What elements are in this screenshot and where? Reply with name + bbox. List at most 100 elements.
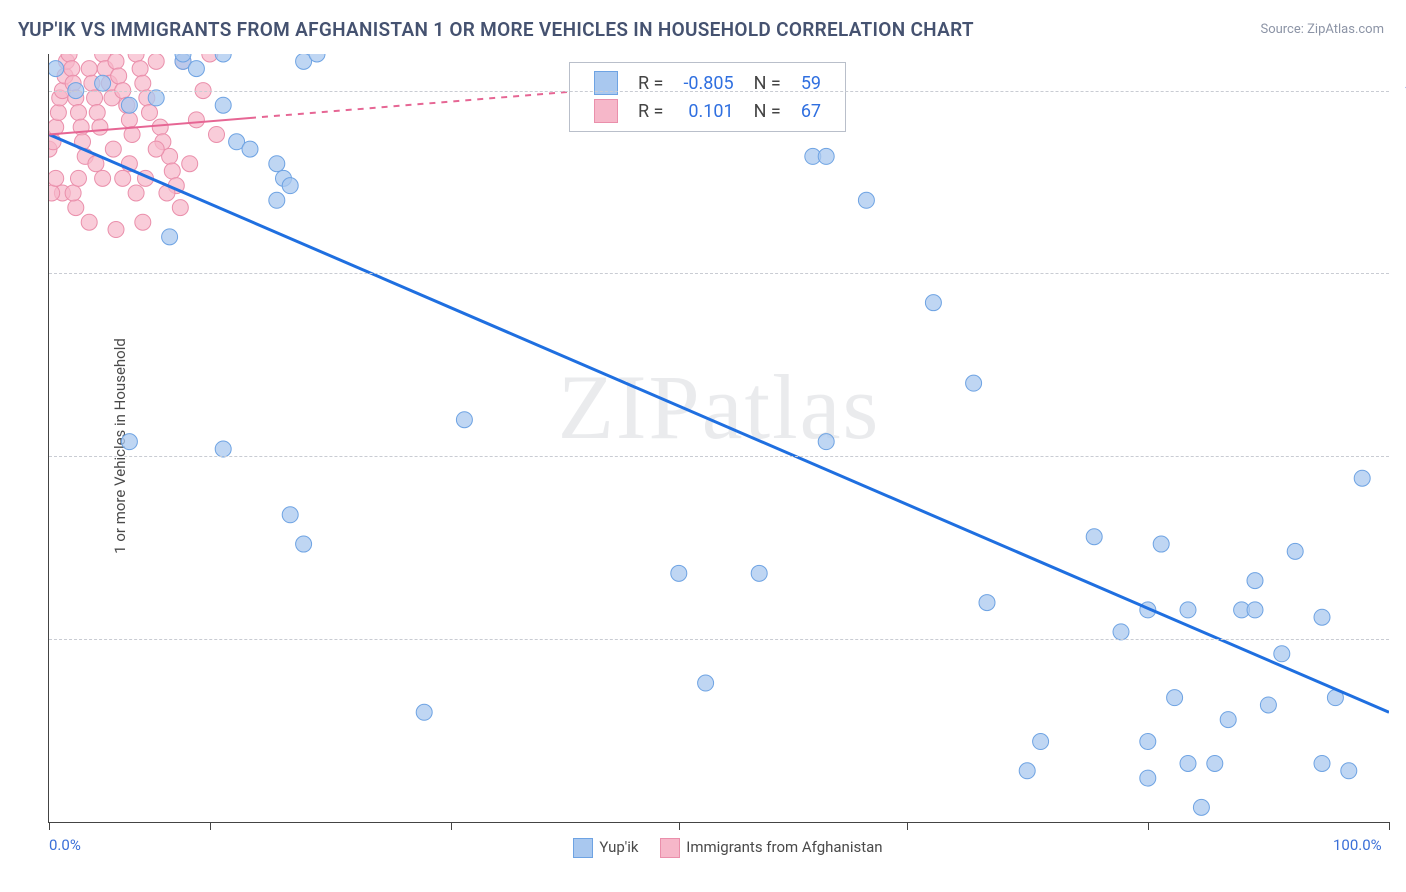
data-point (188, 61, 204, 77)
data-point (175, 54, 191, 69)
data-point (168, 178, 184, 194)
data-point (148, 141, 164, 157)
data-point (119, 97, 135, 113)
data-point (818, 434, 834, 450)
data-point (1327, 690, 1343, 706)
data-point (1193, 799, 1209, 815)
data-point (805, 148, 821, 164)
data-point (68, 200, 84, 216)
data-point (698, 675, 714, 691)
data-point (70, 105, 86, 121)
data-point (309, 54, 325, 62)
data-point (1341, 763, 1357, 779)
data-point (1314, 609, 1330, 625)
stats-r-value-2: 0.101 (673, 97, 743, 125)
data-point (188, 112, 204, 128)
data-point (1207, 755, 1223, 771)
stats-swatch-2 (594, 99, 618, 123)
stats-n-value-1: 59 (791, 69, 831, 97)
data-point (175, 54, 191, 69)
data-point (215, 97, 231, 113)
data-point (75, 134, 91, 150)
data-point (49, 119, 64, 135)
data-point (121, 434, 137, 450)
data-point (1019, 763, 1035, 779)
data-point (296, 54, 312, 69)
data-point (49, 185, 60, 201)
data-point (148, 54, 164, 69)
gridline (49, 91, 1389, 92)
data-point (88, 156, 104, 172)
data-point (1234, 602, 1250, 618)
data-point (89, 105, 105, 121)
data-point (124, 126, 140, 142)
legend-label-1: Yup'ik (599, 838, 638, 856)
data-point (162, 148, 178, 164)
stats-r-label: R = (628, 97, 673, 125)
data-point (50, 105, 66, 121)
data-point (1287, 543, 1303, 559)
data-point (95, 54, 111, 62)
data-point (104, 90, 120, 106)
data-point (1354, 470, 1370, 486)
data-point (1247, 573, 1263, 589)
stats-row: R = 0.101 N = 67 (584, 97, 831, 125)
data-point (416, 704, 432, 720)
data-point (105, 141, 121, 157)
data-point (1033, 734, 1049, 750)
data-point (276, 170, 292, 186)
gridline (49, 273, 1389, 274)
data-point (137, 170, 153, 186)
stats-r-label: R = (628, 69, 673, 97)
plot-area: ZIPatlas R = -0.805 N = 59 R = 0.101 N =… (48, 54, 1389, 823)
x-tick (907, 822, 908, 830)
data-point (108, 54, 124, 69)
data-point (95, 170, 111, 186)
data-point (139, 90, 155, 106)
data-point (1140, 770, 1156, 786)
legend: Yup'ik Immigrants from Afghanistan (49, 838, 1389, 858)
data-point (1140, 602, 1156, 618)
data-point (182, 156, 198, 172)
x-tick (1148, 822, 1149, 830)
data-point (296, 536, 312, 552)
scatter-svg (49, 54, 1389, 822)
data-point (155, 134, 171, 150)
data-point (858, 192, 874, 208)
data-point (121, 156, 137, 172)
stats-r-value-1: -0.805 (673, 69, 743, 97)
data-point (751, 565, 767, 581)
data-point (52, 90, 68, 106)
y-tick-label: 25.0% (1393, 630, 1406, 648)
data-point (164, 163, 180, 179)
data-point (1220, 712, 1236, 728)
data-point (671, 565, 687, 581)
chart-title: YUP'IK VS IMMIGRANTS FROM AFGHANISTAN 1 … (18, 18, 974, 41)
data-point (73, 119, 89, 135)
y-tick-label: 75.0% (1393, 264, 1406, 282)
data-point (49, 141, 57, 157)
data-point (49, 61, 64, 77)
data-point (132, 61, 148, 77)
data-point (108, 222, 124, 238)
source-attribution: Source: ZipAtlas.com (1260, 22, 1384, 37)
data-point (95, 75, 111, 91)
data-point (64, 61, 80, 77)
data-point (81, 214, 97, 230)
data-point (1247, 602, 1263, 618)
data-point (84, 75, 100, 91)
data-point (215, 441, 231, 457)
stats-box: R = -0.805 N = 59 R = 0.101 N = 67 (569, 62, 846, 132)
data-point (1113, 624, 1129, 640)
data-point (57, 68, 73, 84)
data-point (162, 229, 178, 245)
data-point (115, 170, 131, 186)
data-point (97, 61, 113, 77)
data-point (77, 148, 93, 164)
stats-n-label: N = (744, 97, 791, 125)
x-tick (451, 822, 452, 830)
x-tick-label: 100.0% (1333, 836, 1382, 854)
x-tick (679, 822, 680, 830)
y-tick-label: 50.0% (1393, 447, 1406, 465)
source-name: ZipAtlas.com (1307, 22, 1384, 37)
